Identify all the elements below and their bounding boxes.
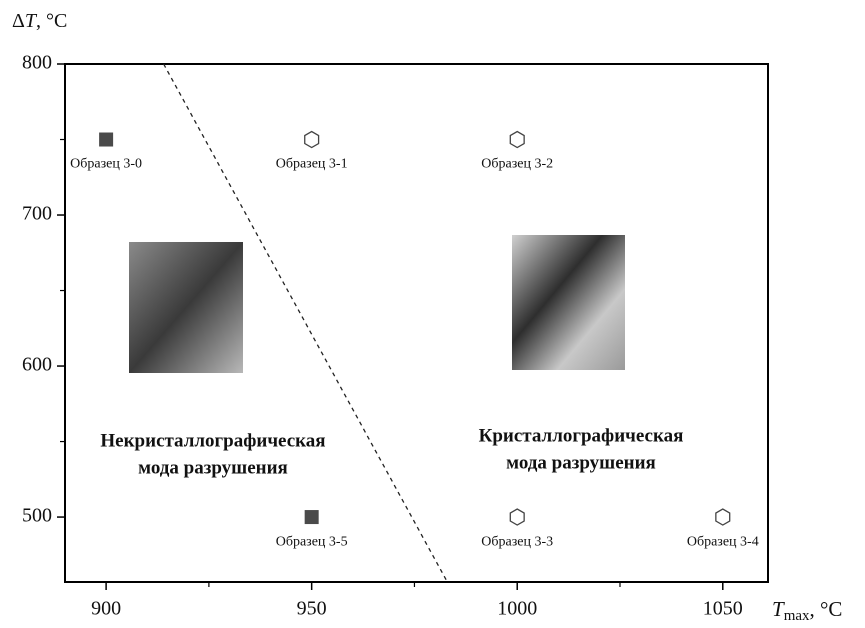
y-tick-label: 800 [22,52,52,74]
point [99,133,113,147]
chart: ΔT, °C Tmax, °C 900 950 1000 1050 500 600 700 8… [0,0,865,628]
point [305,132,319,148]
region-annotation: Кристаллографическая [479,425,684,446]
point-label: Образец 3-3 [481,534,553,549]
fracture-photo [129,242,243,373]
x-label-subscript: max [784,608,810,624]
point [510,132,524,148]
y-axis-label: ΔT, °C [12,10,67,32]
x-tick-label: 900 [91,598,121,620]
y-label-prefix: Δ [12,10,25,32]
fracture-photo [512,235,625,370]
point-label: Образец 3-4 [687,534,759,549]
region-annotation: Некристаллографическая [100,430,325,451]
point [510,509,524,525]
point [716,509,730,525]
point-label: Образец 3-2 [481,157,553,172]
region-annotation: мода разрушения [506,452,656,473]
y-tick-label: 500 [22,505,52,527]
x-tick-label: 1050 [703,598,743,620]
region-annotation: мода разрушения [138,457,288,478]
y-tick-label: 600 [22,354,52,376]
y-tick-label: 700 [22,203,52,225]
point-label: Образец 3-5 [276,534,348,549]
x-axis-label: Tmax, °C [772,597,842,625]
x-label-unit: , °C [810,597,843,621]
x-tick-label: 1000 [497,598,537,620]
point [305,510,319,524]
point-label: Образец 3-1 [276,157,348,172]
point-label: Образец 3-0 [70,157,142,172]
y-label-unit: , °C [36,10,67,32]
x-tick-label: 950 [297,598,327,620]
